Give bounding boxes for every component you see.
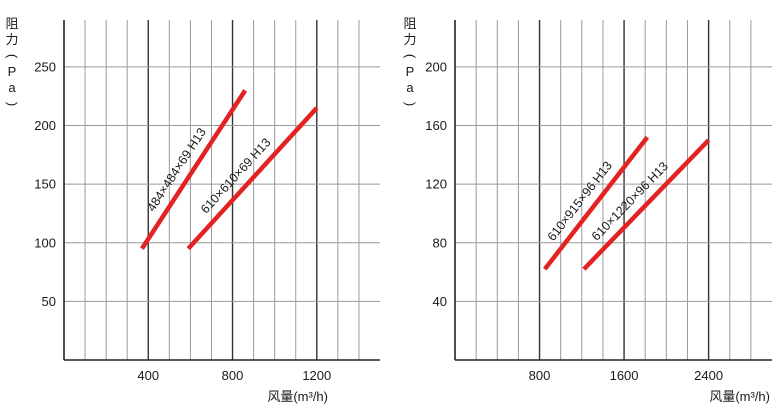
y-tick-label: 200 (425, 59, 447, 74)
x-tick-label: 1600 (610, 368, 639, 383)
left-chart: 50 100 150 200 250 400 800 1200 484×484×69 H13… (5, 16, 380, 404)
x-tick-label: 800 (222, 368, 244, 383)
y-tick-label: 160 (425, 118, 447, 133)
y-axis-label-char: 力 (403, 32, 416, 47)
right-chart: 40 80 120 160 200 800 1600 2400 610×915×96 H13… (403, 16, 772, 404)
y-tick-label: 120 (425, 177, 447, 192)
y-tick-label: 150 (34, 177, 56, 192)
left-axes (63, 20, 380, 361)
series-line (140, 89, 248, 250)
y-tick-label: 100 (34, 235, 56, 250)
y-axis-label-char: P (8, 64, 17, 79)
right-x-axis-label: 风量(m³/h) (709, 389, 770, 404)
y-tick-label: 250 (34, 59, 56, 74)
series-line (543, 135, 650, 271)
y-axis-label-char: a (8, 80, 16, 95)
left-x-axis-label: 风量(m³/h) (267, 389, 328, 404)
y-axis-label-char: 阻 (403, 16, 416, 31)
right-axes (454, 20, 772, 361)
y-tick-label: 200 (34, 118, 56, 133)
x-tick-label: 800 (529, 368, 551, 383)
y-axis-label-char: ( (5, 54, 20, 59)
y-tick-label: 80 (433, 235, 447, 250)
y-tick-label: 50 (42, 294, 56, 309)
y-axis-label-char: ) (403, 102, 418, 106)
left-y-axis-label: 阻力 ( Pa) (5, 16, 20, 106)
right-grid (455, 20, 772, 360)
x-tick-label: 1200 (302, 368, 331, 383)
right-y-axis-label: 阻力 ( Pa) (403, 16, 418, 106)
y-axis-label-char: a (406, 80, 414, 95)
x-tick-label: 2400 (694, 368, 723, 383)
series-line (186, 106, 319, 251)
left-y-ticks: 50 100 150 200 250 (34, 59, 56, 308)
y-tick-label: 40 (433, 294, 447, 309)
left-x-ticks: 400 800 1200 (137, 368, 331, 383)
x-tick-label: 400 (137, 368, 159, 383)
y-axis-label-char: P (406, 64, 415, 79)
right-x-ticks: 800 1600 2400 (529, 368, 723, 383)
series-label: 484×484×69 H13 (144, 125, 209, 214)
y-axis-label-char: 力 (5, 32, 18, 47)
right-y-ticks: 40 80 120 160 200 (425, 59, 447, 308)
y-axis-label-char: ( (403, 54, 418, 59)
y-axis-label-char: ) (5, 102, 20, 106)
y-axis-label-char: 阻 (5, 16, 18, 31)
series-line (582, 138, 711, 271)
